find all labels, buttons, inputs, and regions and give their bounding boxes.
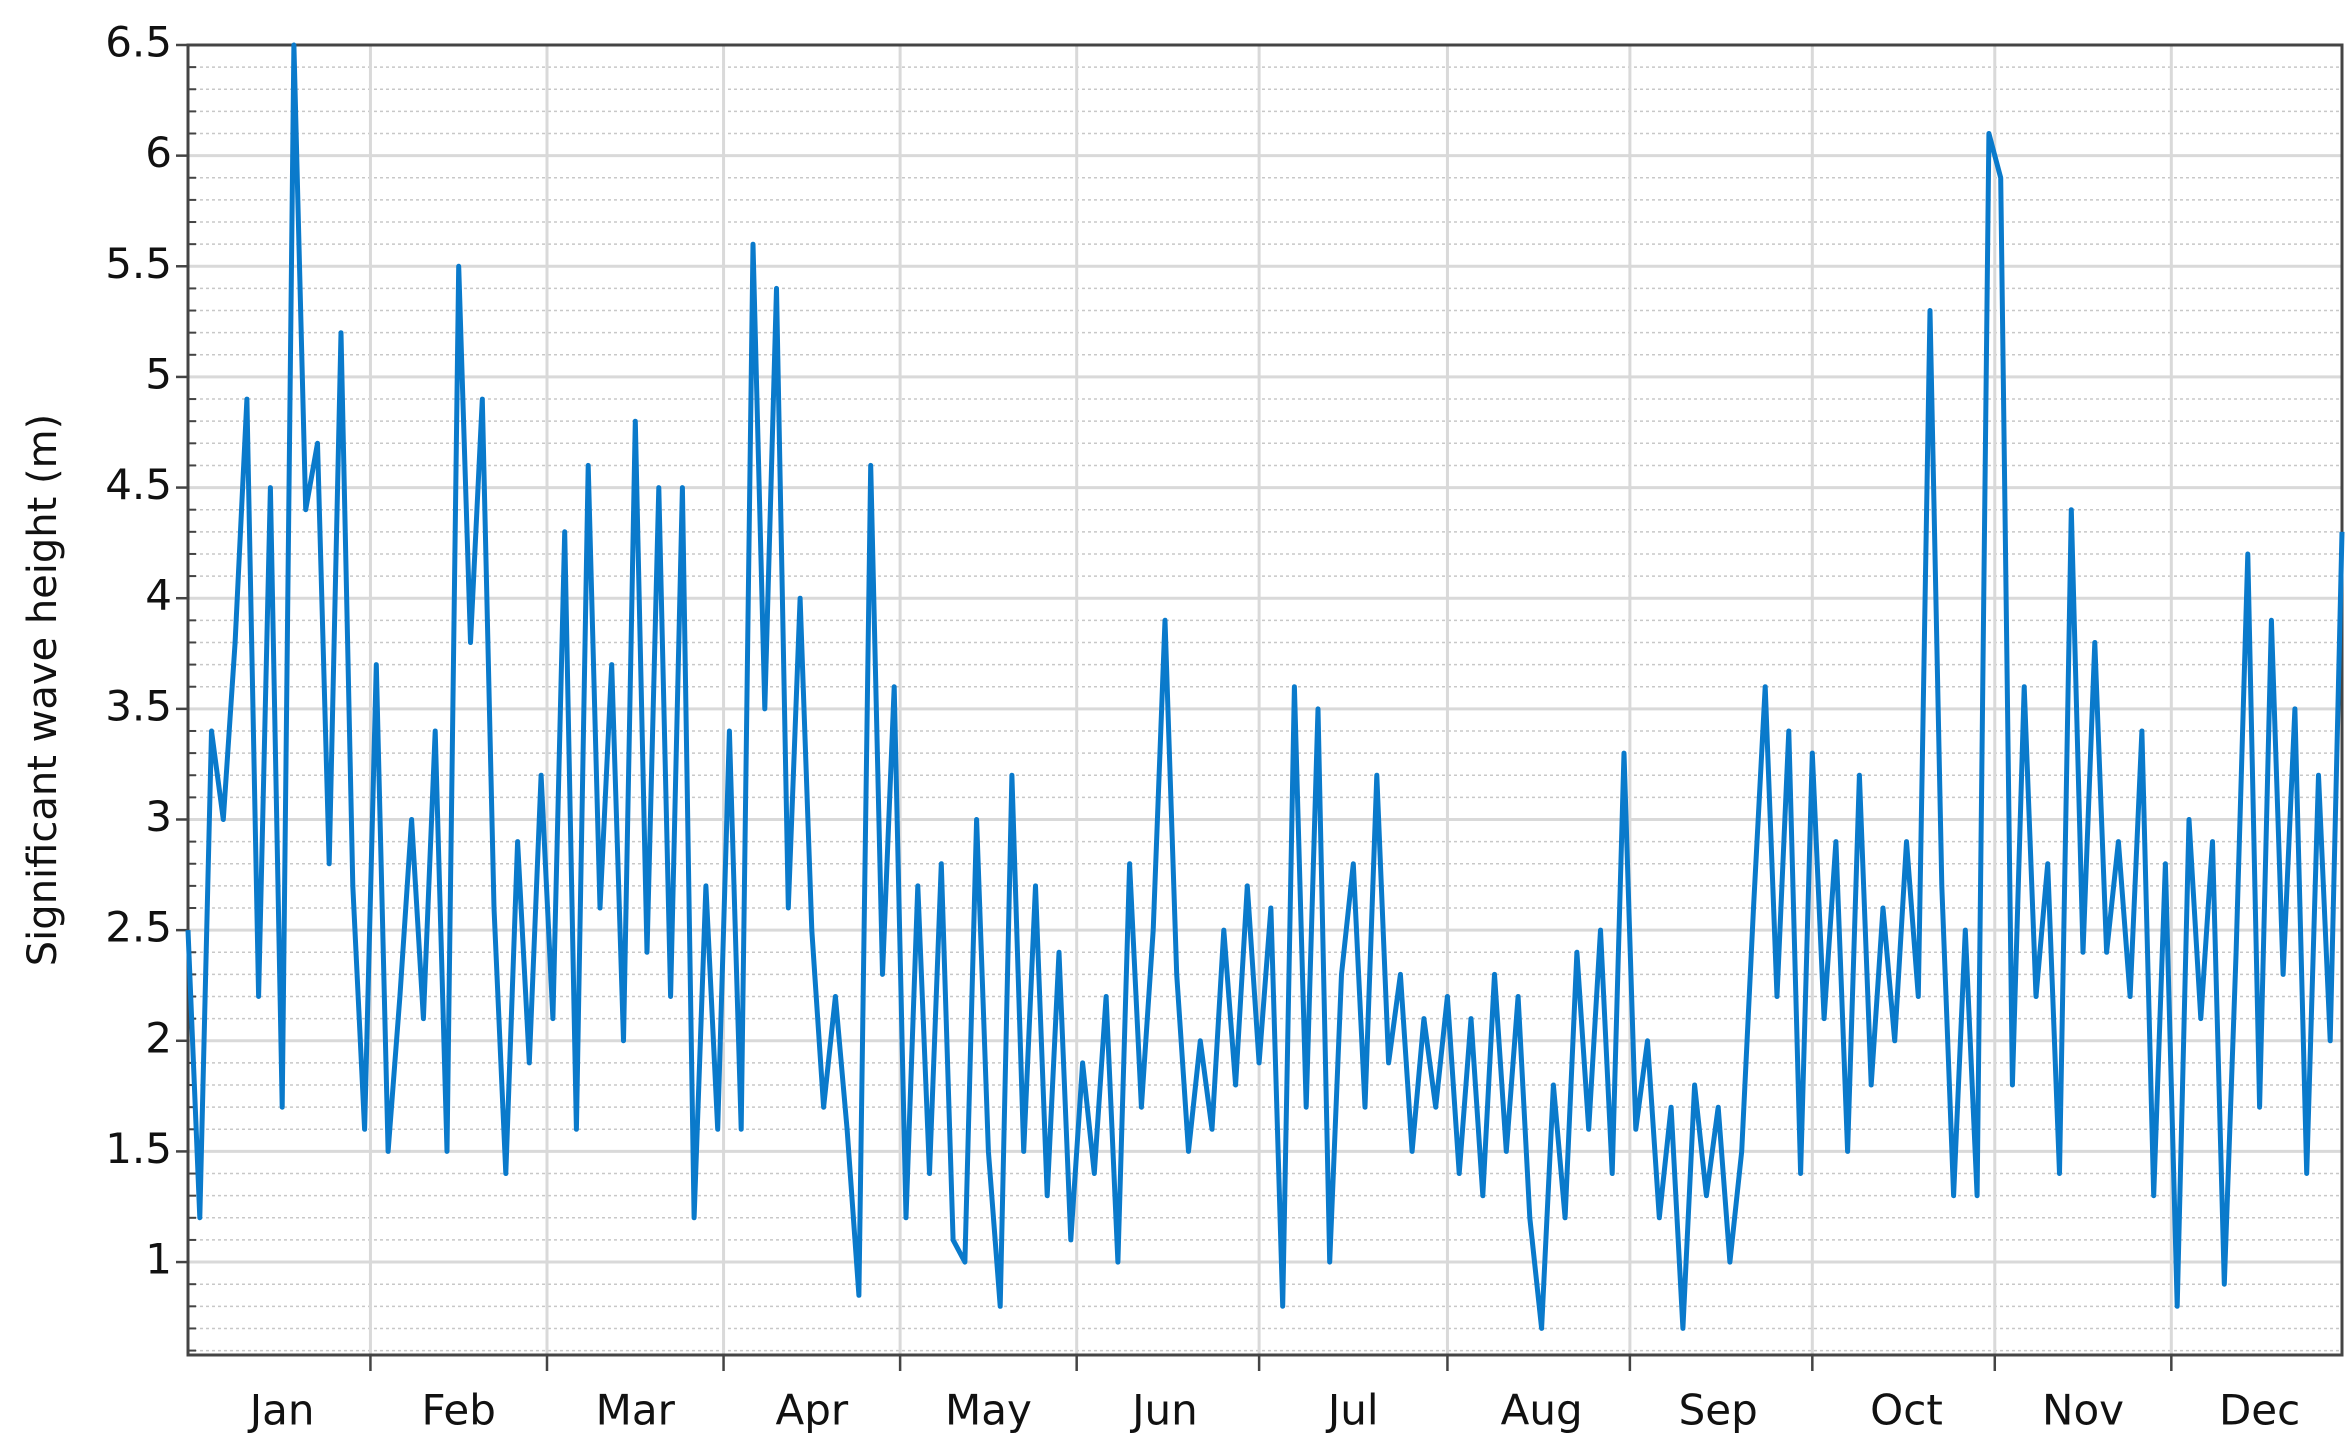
x-tick-label: Jan [247, 1386, 315, 1435]
x-tick-label: Nov [2042, 1386, 2124, 1435]
x-tick-label: Mar [596, 1386, 676, 1435]
x-tick-label: Sep [1679, 1386, 1758, 1435]
y-tick-label: 1 [145, 1235, 172, 1284]
y-tick-label: 2 [145, 1013, 172, 1062]
y-tick-label: 2.5 [105, 903, 172, 952]
y-tick-label: 3.5 [105, 681, 172, 730]
x-tick-label: Oct [1870, 1386, 1943, 1435]
x-tick-label: Apr [776, 1386, 849, 1435]
data-line [185, 42, 2345, 1331]
y-tick-label: 6.5 [105, 18, 172, 67]
y-tick-label: 5 [145, 349, 172, 398]
y-tick-label: 4 [145, 571, 172, 620]
x-tick-label: Dec [2219, 1386, 2300, 1435]
y-tick-label: 4.5 [105, 460, 172, 509]
y-tick-label: 1.5 [105, 1124, 172, 1173]
x-tick-label: May [945, 1386, 1032, 1435]
y-axis-label: Significant wave height (m) [20, 414, 66, 966]
x-tick-label: Feb [422, 1386, 496, 1435]
y-tick-label: 3 [145, 792, 172, 841]
x-tick-label: Aug [1501, 1386, 1583, 1435]
y-tick-label: 5.5 [105, 239, 172, 288]
x-tick-label: Jul [1325, 1386, 1379, 1435]
x-tick-label: Jun [1129, 1386, 1198, 1435]
plot-frame [186, 43, 2344, 1357]
y-tick-label: 6 [145, 128, 172, 177]
